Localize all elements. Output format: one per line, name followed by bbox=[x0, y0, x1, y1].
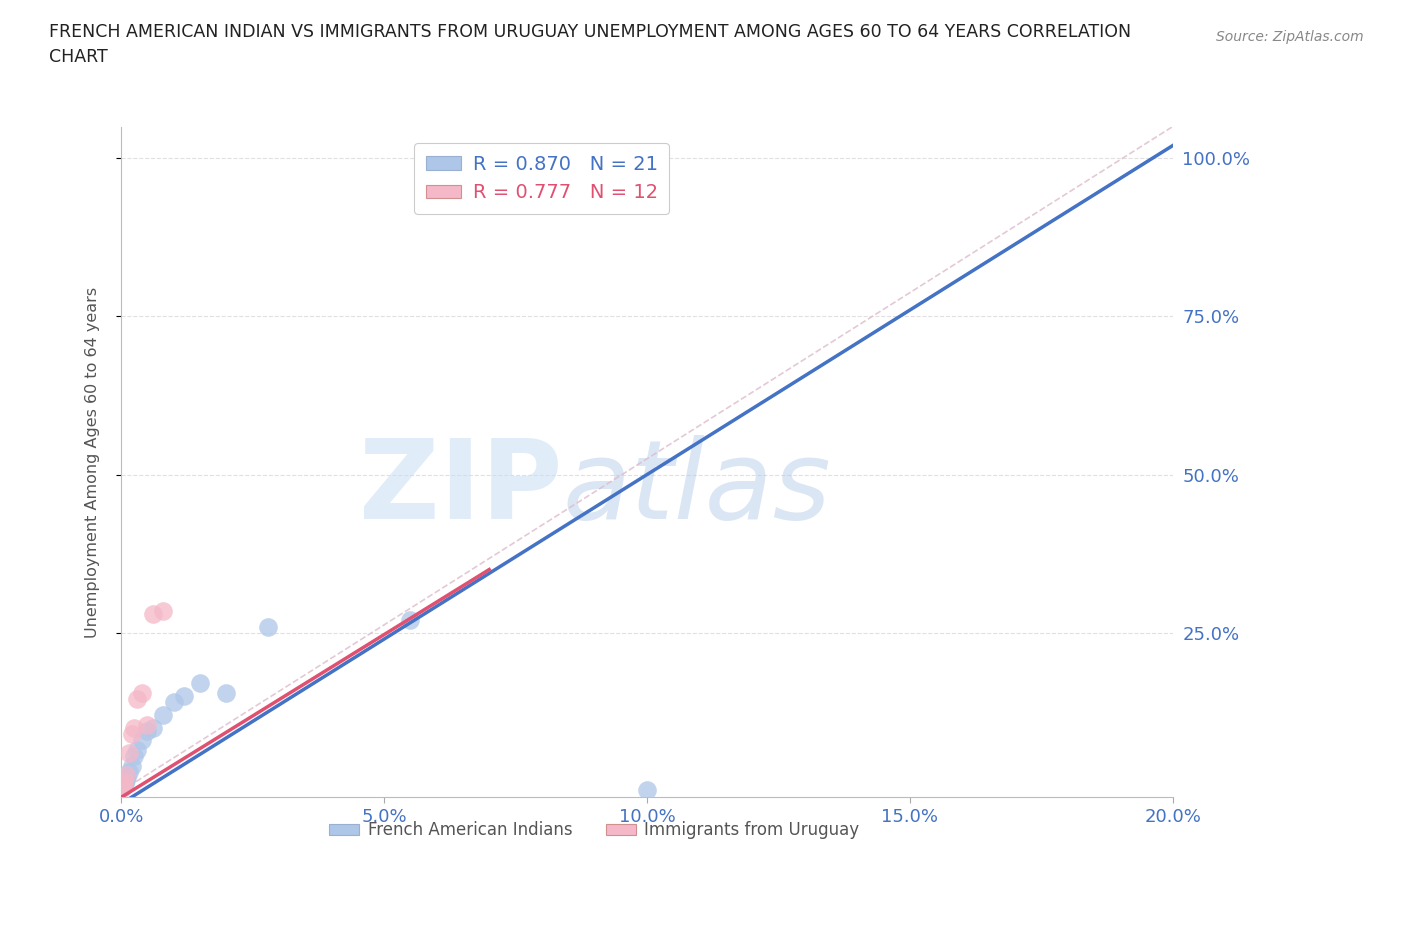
Point bbox=[399, 613, 422, 628]
Point bbox=[188, 676, 211, 691]
Point bbox=[115, 768, 138, 783]
Point bbox=[111, 780, 134, 795]
Point bbox=[152, 604, 174, 618]
Point bbox=[136, 724, 159, 738]
Point bbox=[111, 780, 134, 795]
Point bbox=[136, 717, 159, 732]
Point bbox=[257, 619, 280, 634]
Point bbox=[117, 770, 139, 785]
Point bbox=[142, 606, 165, 621]
Point bbox=[125, 742, 148, 757]
Point bbox=[636, 782, 658, 797]
Text: Source: ZipAtlas.com: Source: ZipAtlas.com bbox=[1216, 30, 1364, 44]
Point bbox=[124, 749, 146, 764]
Text: ZIP: ZIP bbox=[360, 435, 562, 542]
Point bbox=[121, 758, 143, 773]
Point bbox=[163, 695, 186, 710]
Point bbox=[114, 776, 136, 790]
Point bbox=[152, 708, 174, 723]
Point bbox=[131, 733, 153, 748]
Point bbox=[112, 777, 135, 792]
Text: FRENCH AMERICAN INDIAN VS IMMIGRANTS FROM URUGUAY UNEMPLOYMENT AMONG AGES 60 TO : FRENCH AMERICAN INDIAN VS IMMIGRANTS FRO… bbox=[49, 23, 1132, 41]
Point bbox=[112, 777, 135, 792]
Point bbox=[173, 689, 195, 704]
Point bbox=[112, 774, 135, 789]
Point bbox=[124, 721, 146, 736]
Text: CHART: CHART bbox=[49, 48, 108, 66]
Point bbox=[125, 692, 148, 707]
Point bbox=[115, 772, 138, 787]
Y-axis label: Unemployment Among Ages 60 to 64 years: Unemployment Among Ages 60 to 64 years bbox=[86, 286, 100, 638]
Point bbox=[131, 685, 153, 700]
Point bbox=[118, 764, 141, 779]
Point bbox=[215, 685, 238, 700]
Text: atlas: atlas bbox=[562, 435, 831, 542]
Legend: French American Indians, Immigrants from Uruguay: French American Indians, Immigrants from… bbox=[323, 815, 866, 846]
Point bbox=[111, 778, 134, 793]
Point bbox=[142, 721, 165, 736]
Point bbox=[118, 746, 141, 761]
Point bbox=[121, 726, 143, 741]
